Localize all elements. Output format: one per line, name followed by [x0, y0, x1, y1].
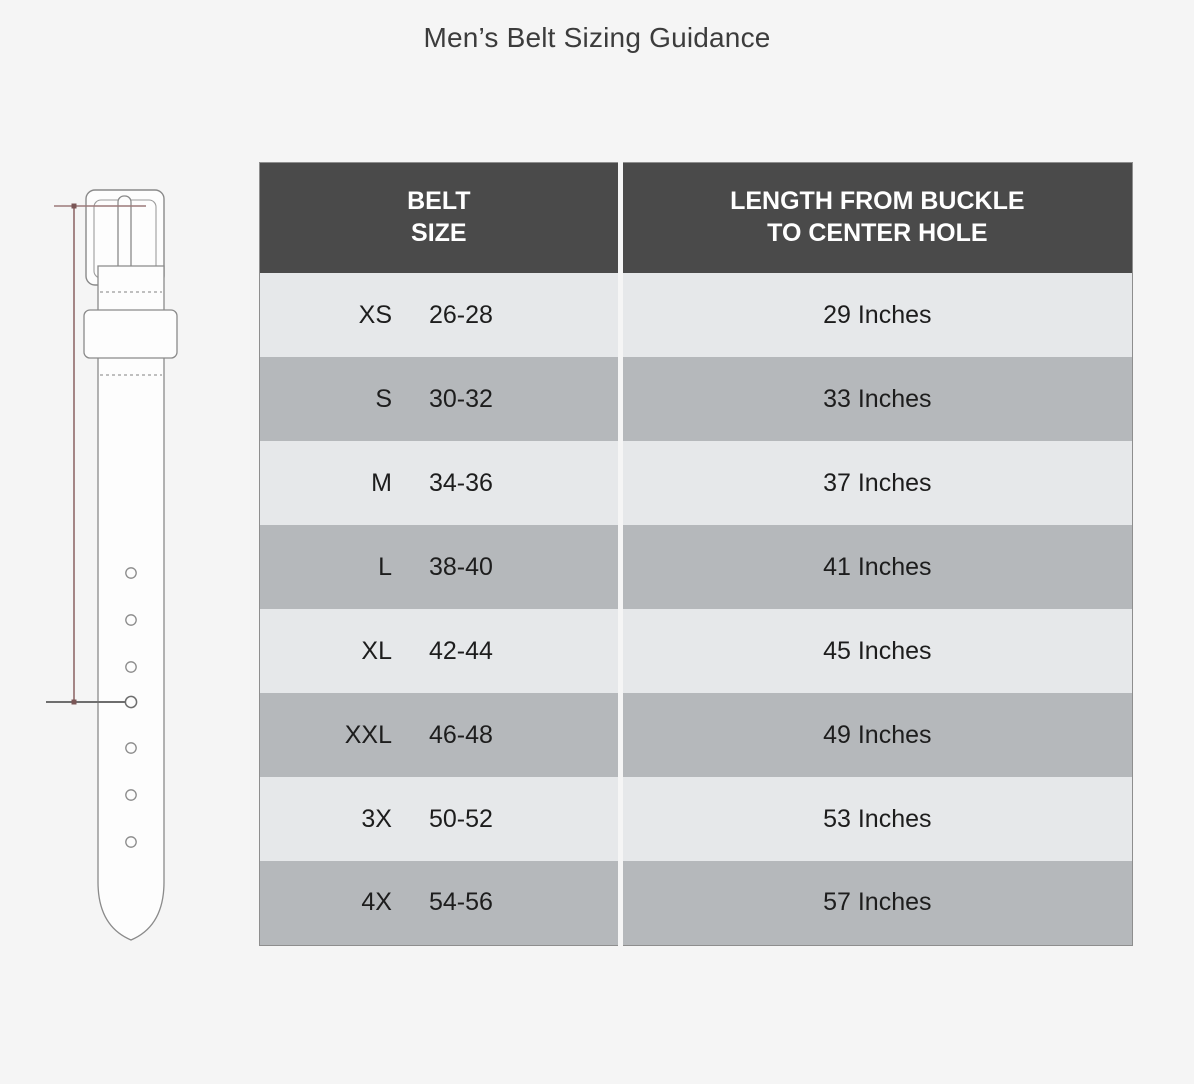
belt-size-abbr: XL — [361, 636, 392, 665]
cell-length: 29 Inches — [823, 300, 932, 329]
belt-size-abbr: XS — [358, 300, 392, 329]
belt-hole-7 — [125, 836, 137, 848]
table-row: S 30-32 33 Inches — [259, 357, 1133, 441]
measure-endpoint-bottom — [71, 699, 77, 705]
table-row: XXL 46-48 49 Inches — [259, 693, 1133, 777]
belt-size-range: 54-56 — [429, 888, 493, 917]
belt-size-abbr: L — [378, 552, 392, 581]
cell-belt-size: M 34-36 — [259, 441, 623, 525]
cell-length: 45 Inches — [823, 636, 932, 665]
column-header-length: LENGTH FROM BUCKLE TO CENTER HOLE — [620, 162, 1133, 273]
belt-diagram-svg — [46, 189, 178, 941]
column-header-belt-size-line1: BELT — [407, 187, 471, 215]
table-row: XS 26-28 29 Inches — [259, 273, 1133, 357]
belt-hole-5 — [125, 742, 137, 754]
page-title: Men’s Belt Sizing Guidance — [423, 22, 771, 53]
cell-belt-size: XS 26-28 — [259, 273, 623, 357]
belt-keeper-loop — [83, 309, 178, 359]
table-head: BELT SIZE LENGTH FROM BUCKLE TO CENTER H… — [259, 162, 1133, 273]
cell-belt-size: 3X 50-52 — [259, 777, 623, 861]
cell-length: 57 Inches — [823, 888, 932, 917]
column-header-length-line2: TO CENTER HOLE — [767, 219, 988, 247]
belt-size-range: 42-44 — [429, 636, 493, 665]
table-row: M 34-36 37 Inches — [259, 441, 1133, 525]
table-row: L 38-40 41 Inches — [259, 525, 1133, 609]
measure-endpoint-top — [71, 203, 77, 209]
belt-hole-1 — [125, 567, 137, 579]
table-row: XL 42-44 45 Inches — [259, 609, 1133, 693]
belt-hole-6 — [125, 789, 137, 801]
belt-size-table: BELT SIZE LENGTH FROM BUCKLE TO CENTER H… — [259, 162, 1133, 946]
table-body: XS 26-28 29 Inches S 30-32 33 Inches M 3… — [259, 273, 1133, 945]
cell-length: 33 Inches — [823, 384, 932, 413]
belt-size-abbr: XXL — [344, 720, 392, 749]
column-header-belt-size: BELT SIZE — [259, 162, 623, 273]
belt-strap — [97, 265, 165, 941]
cell-length: 49 Inches — [823, 720, 932, 749]
belt-size-range: 38-40 — [429, 552, 493, 581]
cell-belt-size: XL 42-44 — [259, 609, 623, 693]
cell-length: 41 Inches — [823, 552, 932, 581]
belt-size-range: 34-36 — [429, 468, 493, 497]
belt-size-abbr: M — [371, 468, 392, 497]
cell-length: 37 Inches — [823, 468, 932, 497]
belt-hole-2 — [125, 614, 137, 626]
belt-size-abbr: 4X — [361, 888, 392, 917]
table-header-row: BELT SIZE LENGTH FROM BUCKLE TO CENTER H… — [259, 162, 1133, 273]
belt-hole-3 — [125, 661, 137, 673]
belt-size-range: 26-28 — [429, 300, 493, 329]
column-header-length-line1: LENGTH FROM BUCKLE — [730, 187, 1025, 215]
belt-size-abbr: 3X — [361, 804, 392, 833]
belt-hole-center — [124, 695, 138, 709]
belt-size-range: 30-32 — [429, 384, 493, 413]
cell-belt-size: 4X 54-56 — [259, 861, 623, 945]
table-row: 4X 54-56 57 Inches — [259, 861, 1133, 945]
cell-length: 53 Inches — [823, 804, 932, 833]
belt-illustration — [36, 170, 226, 980]
cell-belt-size: L 38-40 — [259, 525, 623, 609]
cell-belt-size: XXL 46-48 — [259, 693, 623, 777]
belt-size-abbr: S — [375, 384, 392, 413]
belt-size-range: 50-52 — [429, 804, 493, 833]
column-header-belt-size-line2: SIZE — [411, 219, 467, 247]
table-row: 3X 50-52 53 Inches — [259, 777, 1133, 861]
cell-belt-size: S 30-32 — [259, 357, 623, 441]
belt-size-range: 46-48 — [429, 720, 493, 749]
